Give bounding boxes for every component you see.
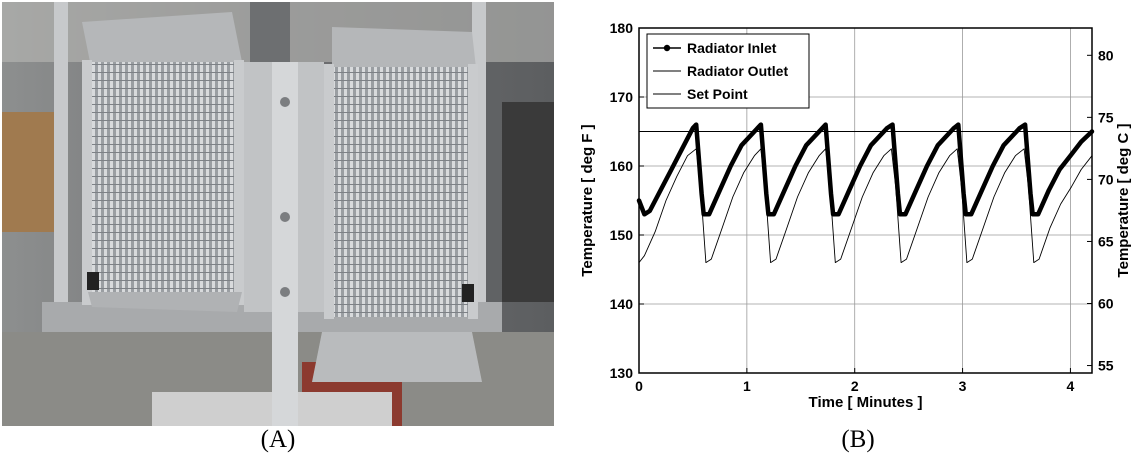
legend-label: Radiator Outlet [687,63,788,79]
y-right-tick-label: 55 [1098,358,1114,374]
y-tick-label: 150 [610,227,634,243]
series-line-1 [638,148,1093,264]
left-radiator [82,12,244,312]
y-tick-label: 140 [610,296,634,312]
center-bracket [244,2,324,426]
y-tick-label: 130 [610,365,634,381]
legend-marker [663,44,671,52]
x-tick-label: 0 [635,378,643,394]
y-right-tick-label: 75 [1098,109,1114,125]
x-tick-label: 4 [1067,378,1075,394]
panel-a-label: (A) [260,426,296,453]
y-axis-label: Temperature [ deg F ] [579,124,596,276]
series-layer [636,122,1095,264]
cardboard-box [2,112,62,232]
y-tick-label: 160 [610,158,634,174]
y-right-tick-label: 60 [1098,296,1114,312]
axis-ticks: 0 1 2 3 4 130 140 150 160 170 180 55 60 65 70 75 80 [610,20,1114,394]
y-axis-right-label: Temperature [ deg C ] [1115,124,1132,278]
radiator-photo [2,2,554,426]
x-axis-label: Time [ Minutes ] [809,394,923,411]
right-radiator [312,27,482,382]
y-tick-label: 170 [610,89,634,105]
y-right-tick-label: 80 [1098,47,1114,63]
y-right-tick-label: 70 [1098,171,1114,187]
x-tick-label: 1 [743,378,751,394]
panel-b-label: (B) [841,426,875,453]
series-line-0 [636,122,1095,217]
chart-legend: Radiator Inlet Radiator Outlet Set Point [646,33,810,109]
plot-frame [638,27,1093,374]
legend-label: Radiator Inlet [687,40,777,56]
y-tick-label: 180 [610,20,634,36]
x-tick-label: 2 [851,378,859,394]
temperature-chart: 0 1 2 3 4 130 140 150 160 170 180 55 60 65 70 75 80 Time… [579,20,1132,411]
legend-label: Set Point [687,86,748,102]
x-tick-label: 3 [959,378,967,394]
y-right-tick-label: 65 [1098,233,1114,249]
